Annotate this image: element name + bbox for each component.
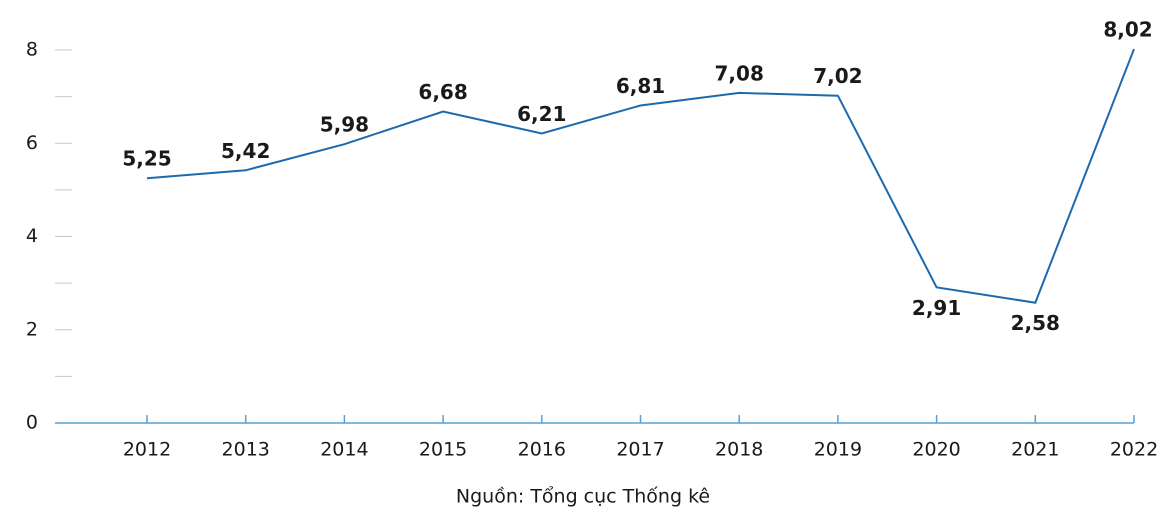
- y-tick-label: 2: [26, 318, 38, 340]
- data-label: 5,25: [122, 147, 171, 171]
- x-tick-label: 2022: [1110, 439, 1158, 461]
- x-tick-label: 2015: [419, 439, 467, 461]
- x-tick-label: 2018: [715, 439, 763, 461]
- x-tick-label: 2014: [320, 439, 368, 461]
- y-tick-label: 6: [26, 132, 38, 154]
- y-tick-label: 0: [26, 412, 38, 434]
- x-tick-label: 2012: [123, 439, 171, 461]
- x-tick-label: 2016: [518, 439, 566, 461]
- data-label: 7,02: [813, 64, 862, 88]
- data-label: 6,21: [517, 102, 566, 126]
- line-series: [146, 48, 1135, 304]
- y-tick-label: 4: [26, 225, 38, 247]
- data-label: 2,58: [1011, 311, 1060, 335]
- x-tick-label: 2013: [222, 439, 270, 461]
- x-tick-label: 2021: [1011, 439, 1059, 461]
- data-label: 5,42: [221, 139, 270, 163]
- data-label: 5,98: [320, 113, 369, 137]
- data-label: 6,68: [418, 80, 467, 104]
- data-label: 6,81: [616, 74, 665, 98]
- x-tick-label: 2020: [912, 439, 960, 461]
- x-tick-label: 2019: [814, 439, 862, 461]
- data-label: 2,91: [912, 296, 961, 320]
- x-tick-label: 2017: [616, 439, 664, 461]
- data-label: 7,08: [715, 61, 764, 85]
- data-label: 8,02: [1103, 18, 1152, 42]
- y-tick-label: 8: [26, 39, 38, 61]
- source-note: Nguồn: Tổng cục Thống kê: [456, 486, 710, 508]
